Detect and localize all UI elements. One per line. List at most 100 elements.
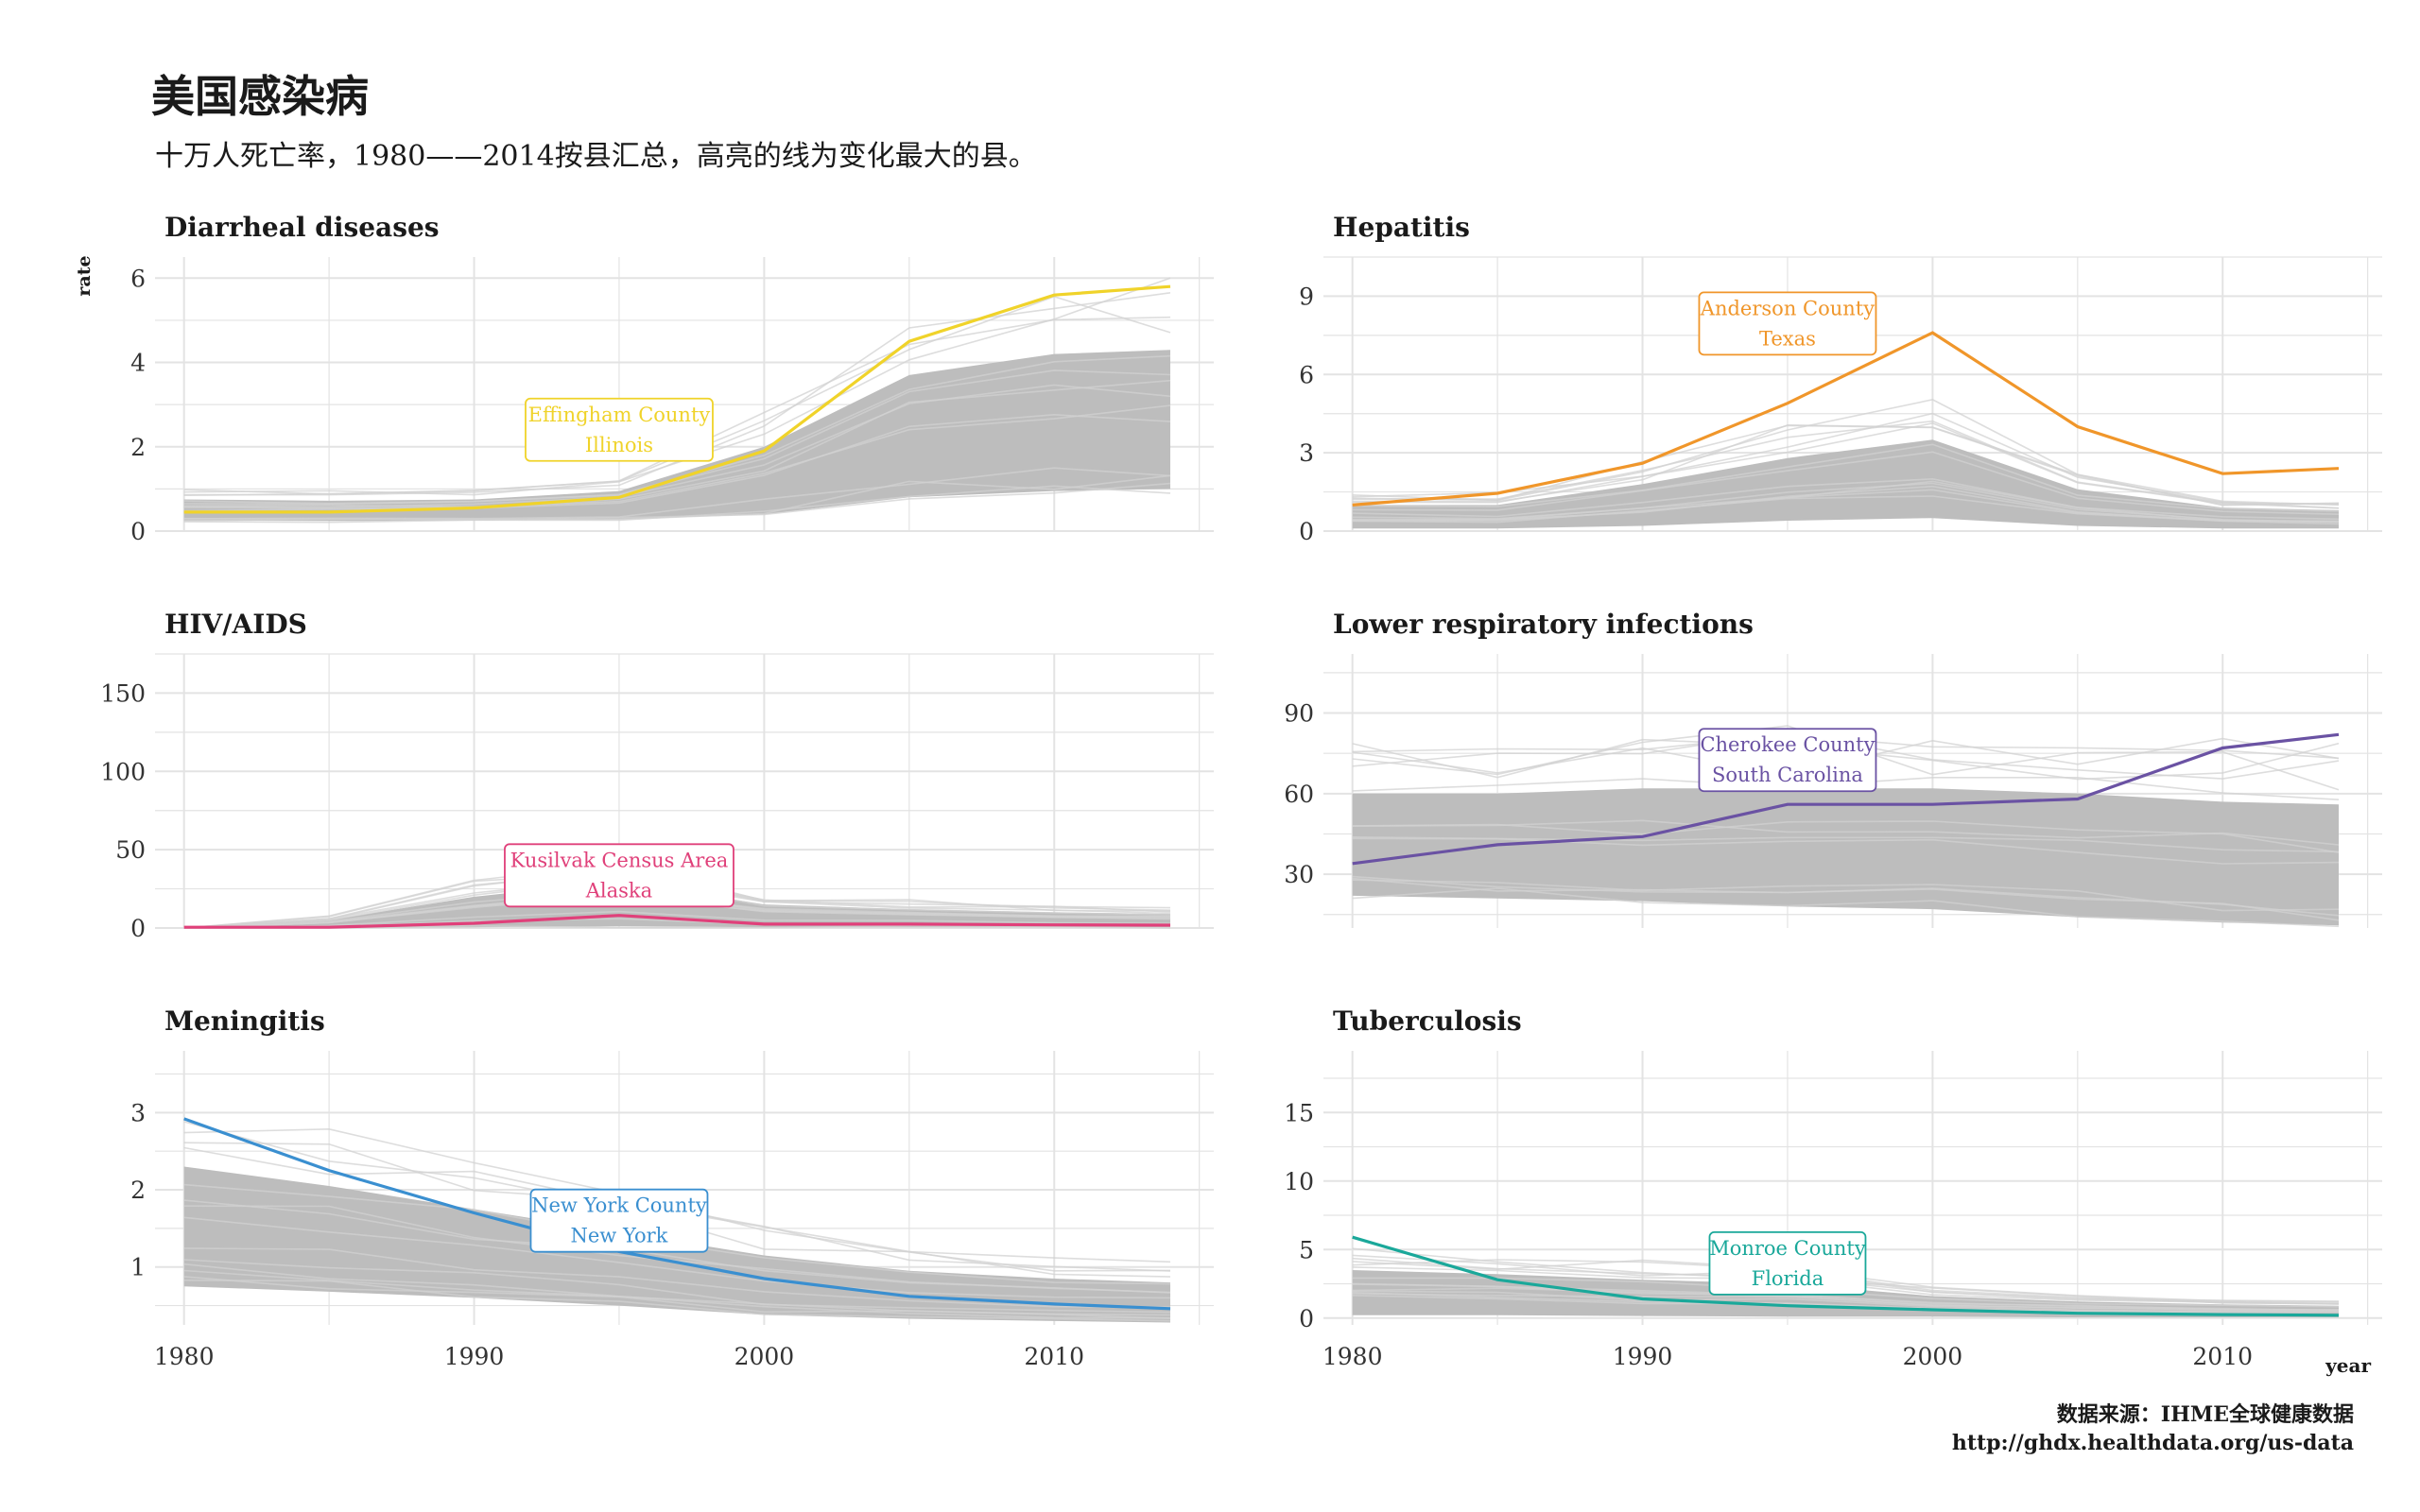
x-tick-label: 1980 <box>154 1343 215 1370</box>
county-line <box>1352 412 2340 509</box>
county-line <box>183 369 1171 506</box>
source-caption-line2: http://ghdx.healthdata.org/us-data <box>1951 1431 2354 1455</box>
x-tick-label: 1980 <box>1322 1343 1383 1370</box>
y-tick-label: 15 <box>1284 1099 1314 1126</box>
county-line <box>183 1263 1171 1319</box>
x-tick-label: 2010 <box>1024 1343 1084 1370</box>
county-line <box>1352 482 2340 524</box>
county-line <box>183 384 1171 508</box>
facet-title: Meningitis <box>164 1005 325 1037</box>
highlight-label-box <box>1698 291 1877 356</box>
county-line <box>1352 451 2340 515</box>
highlight-label: Anderson County Texas <box>1698 291 1877 356</box>
y-tick-label: 10 <box>1284 1168 1314 1195</box>
county-line <box>183 1280 1171 1322</box>
y-tick-label: 4 <box>130 350 146 377</box>
highlight-label-state: Texas <box>1759 327 1816 350</box>
highlight-label-county: Monroe County <box>1709 1237 1866 1260</box>
y-tick-label: 60 <box>1284 781 1314 808</box>
county-line <box>183 1199 1171 1294</box>
y-tick-label: 2 <box>130 1177 146 1204</box>
facet-title: Tuberculosis <box>1333 1005 1522 1037</box>
y-tick-label: 6 <box>130 265 146 292</box>
highlight-label-state: South Carolina <box>1712 764 1863 786</box>
county-line <box>1352 421 2340 509</box>
county-line <box>1352 443 2340 512</box>
facet-title: Hepatitis <box>1333 212 1470 243</box>
y-tick-label: 0 <box>1299 1305 1314 1332</box>
highlight-county-line <box>1352 732 2340 866</box>
y-tick-label: 1 <box>130 1254 146 1281</box>
highlight-label-box <box>1698 728 1877 793</box>
y-tick-label: 100 <box>100 758 146 785</box>
county-line <box>183 474 1171 521</box>
county-line <box>1352 877 2340 917</box>
y-axis-label: rate <box>74 255 95 296</box>
highlight-label-state: Alaska <box>585 879 652 902</box>
highlight-label-box <box>525 397 714 462</box>
panel-hepatitis: Hepatitis 0 3 6 9 Anderson County Texas <box>1299 212 2382 545</box>
county-line <box>183 910 1171 929</box>
county-line <box>1352 819 2340 846</box>
highlight-county-line <box>1352 331 2340 507</box>
chart-title: 美国感染病 <box>151 71 369 122</box>
source-caption-line1: 数据来源：IHME全球健康数据 <box>2056 1402 2354 1427</box>
y-tick-label: 30 <box>1284 861 1314 888</box>
panel-tuberculosis: Tuberculosis 0 5 10 15 1980 1990 2000 2010 Monroe… <box>1284 1005 2382 1370</box>
source-caption: 数据来源：IHME全球健康数据 http://ghdx.healthdata.o… <box>1952 1400 2354 1457</box>
highlight-label: Monroe County Florida <box>1708 1230 1867 1296</box>
highlight-label: Kusilvak Census Area Alaska <box>504 843 735 908</box>
county-line <box>183 1259 1171 1314</box>
facet-title: HIV/AIDS <box>164 609 307 640</box>
x-tick-label: 1990 <box>1613 1343 1673 1370</box>
highlight-county-line <box>183 914 1171 929</box>
county-line <box>1352 495 2340 525</box>
county-line <box>183 413 1171 512</box>
county-line <box>183 404 1171 509</box>
y-tick-label: 2 <box>130 434 146 461</box>
county-line <box>1352 1282 2340 1311</box>
chart-subtitle: 十万人死亡率，1980——2014按县汇总，高亮的线为变化最大的县。 <box>155 140 1037 173</box>
y-tick-label: 50 <box>115 836 146 864</box>
highlight-label: Cherokee County South Carolina <box>1698 728 1877 793</box>
highlight-county-line <box>1352 1235 2340 1317</box>
y-tick-label: 3 <box>130 1099 146 1126</box>
highlight-label-county: Cherokee County <box>1700 733 1875 756</box>
x-axis-label: year <box>2325 1354 2371 1377</box>
highlight-label-county: Effingham County <box>528 404 711 426</box>
y-tick-label: 6 <box>1299 361 1314 388</box>
county-line <box>1352 1290 2340 1313</box>
highlight-label-state: Illinois <box>585 434 653 456</box>
x-tick-label: 2010 <box>2192 1343 2253 1370</box>
panel-hiv-aids: HIV/AIDS 0 50 100 150 Kusilvak Census Area Ala… <box>100 609 1214 942</box>
county-lines-band <box>1352 788 2339 926</box>
highlight-label-box <box>1708 1230 1867 1296</box>
x-tick-label: 1990 <box>444 1343 505 1370</box>
county-line <box>183 1216 1171 1299</box>
county-line <box>183 1247 1171 1308</box>
highlight-label-box <box>504 843 735 908</box>
y-tick-label: 3 <box>1299 439 1314 467</box>
county-line <box>1352 836 2340 853</box>
county-line <box>183 379 1171 508</box>
highlight-label-county: New York County <box>531 1194 707 1217</box>
y-tick-label: 9 <box>1299 283 1314 310</box>
panel-lower-respiratory-infections: Lower respiratory infections 30 60 90 Cherok… <box>1284 609 2382 928</box>
y-tick-label: 5 <box>1299 1236 1314 1263</box>
highlight-label: Effingham County Illinois <box>525 397 714 462</box>
highlight-label-county: Kusilvak Census Area <box>510 849 729 871</box>
county-line <box>183 1269 1171 1316</box>
x-tick-label: 2000 <box>1903 1343 1963 1370</box>
panel-diarrheal-diseases: Diarrheal diseases 0 2 4 6 Effingham County Il… <box>130 212 1214 545</box>
highlight-label-state: New York <box>571 1225 668 1247</box>
y-tick-label: 150 <box>100 679 146 707</box>
highlight-label-county: Anderson County <box>1700 297 1875 319</box>
facet-title: Lower respiratory infections <box>1333 609 1754 640</box>
highlight-county-line <box>183 1117 1171 1311</box>
county-line <box>1352 477 2340 521</box>
county-line <box>1352 837 2340 865</box>
x-tick-label: 2000 <box>735 1343 795 1370</box>
highlight-label: New York County New York <box>529 1188 709 1253</box>
highlight-label-state: Florida <box>1752 1267 1824 1290</box>
